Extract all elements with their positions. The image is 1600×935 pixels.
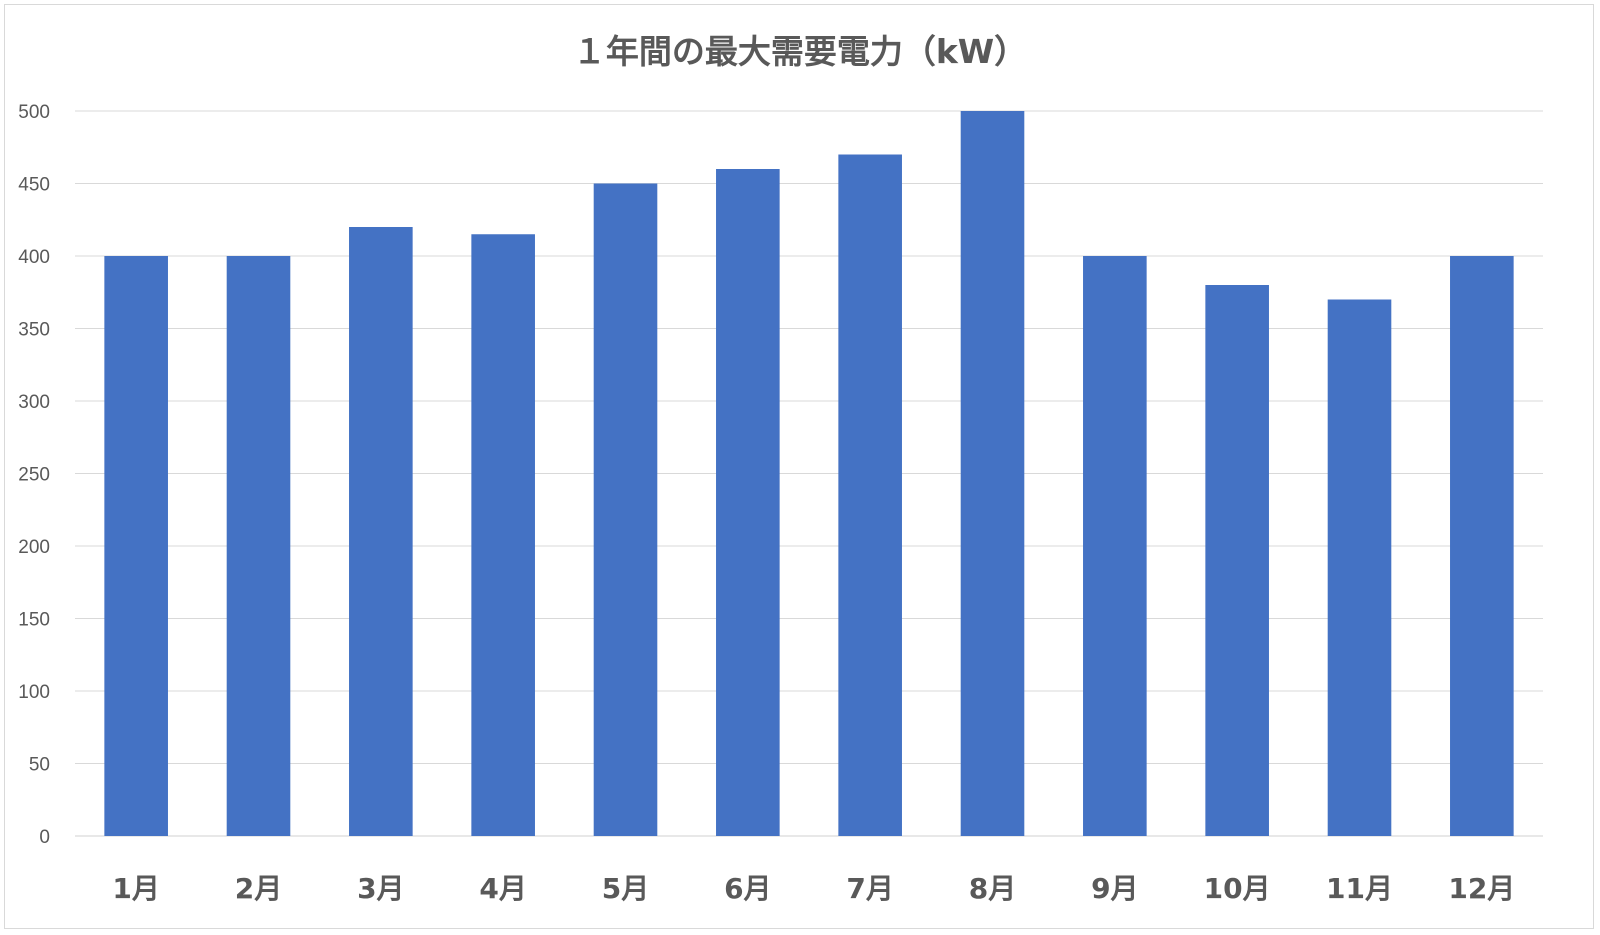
- bar-10: [1205, 285, 1269, 836]
- bar-8: [960, 111, 1025, 836]
- bar-6: [716, 169, 780, 836]
- chart-title: １年間の最大需要電力（kW）: [573, 32, 1027, 71]
- x-tick-label: 9月: [1091, 872, 1138, 905]
- y-tick-label: 200: [18, 537, 50, 558]
- bar-4: [471, 234, 535, 836]
- y-tick-label: 400: [18, 247, 50, 268]
- y-axis-tick-labels: 0 50 100 150 200 250 300 350 400 450 500: [18, 102, 50, 848]
- bar-2: [226, 256, 291, 836]
- x-tick-label: 2月: [235, 872, 282, 905]
- x-tick-label: 12月: [1448, 872, 1515, 905]
- y-tick-label: 450: [18, 175, 50, 196]
- bar-1: [104, 256, 168, 836]
- gridlines: [75, 110, 1543, 837]
- x-tick-label: 8月: [969, 872, 1016, 905]
- x-tick-label: 11月: [1326, 872, 1393, 905]
- bar-5: [593, 183, 658, 836]
- x-axis-tick-labels: 1月 2月 3月 4月 5月 6月 7月 8月 9月 10月 11月 12月: [112, 872, 1515, 905]
- x-tick-label: 3月: [357, 872, 404, 905]
- bar-12: [1450, 256, 1514, 836]
- x-tick-label: 7月: [846, 872, 893, 905]
- bar-3: [349, 227, 413, 836]
- x-tick-label: 6月: [724, 872, 771, 905]
- bar-9: [1083, 256, 1147, 836]
- bar-11: [1327, 299, 1392, 836]
- x-tick-label: 1月: [112, 872, 159, 905]
- y-tick-label: 500: [18, 102, 50, 123]
- y-tick-label: 100: [18, 682, 50, 703]
- y-tick-label: 350: [18, 320, 50, 341]
- y-tick-label: 300: [18, 392, 50, 413]
- x-tick-label: 10月: [1204, 872, 1271, 905]
- y-tick-label: 150: [18, 610, 50, 631]
- y-tick-label: 0: [39, 827, 50, 848]
- x-tick-label: 5月: [602, 872, 649, 905]
- bar-7: [838, 154, 902, 836]
- y-tick-label: 250: [18, 465, 50, 486]
- x-tick-label: 4月: [479, 872, 526, 905]
- bars: [104, 111, 1514, 836]
- y-tick-label: 50: [29, 755, 50, 776]
